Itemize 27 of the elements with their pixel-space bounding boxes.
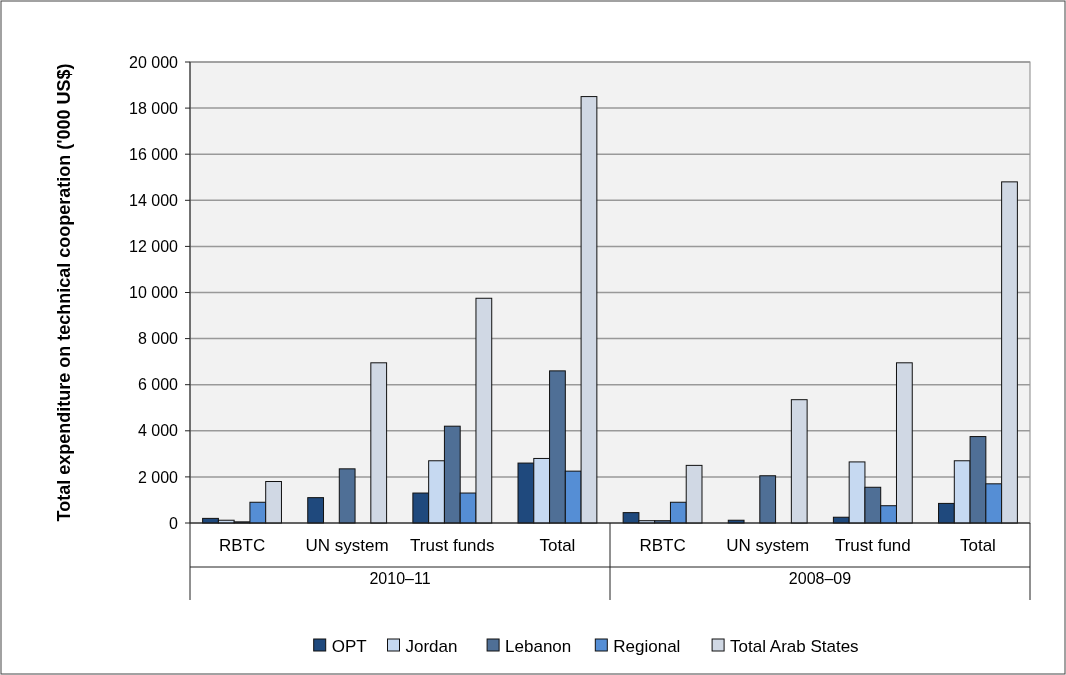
x-tick-label: Total xyxy=(539,536,576,555)
x-tick-label: RBTC xyxy=(639,536,686,555)
legend-label: Total Arab States xyxy=(730,636,859,656)
y-tick-label: 4 000 xyxy=(137,422,179,440)
y-tick-label: 6 000 xyxy=(137,376,179,394)
x-tick-label: Trust fund xyxy=(834,536,911,555)
y-tick-label: 20 000 xyxy=(129,53,179,71)
x-tick-label: Total xyxy=(960,536,996,555)
legend-label: Regional xyxy=(613,636,681,656)
x-tick-label: UN system xyxy=(726,536,810,555)
y-tick-label: 14 000 xyxy=(129,191,179,209)
y-tick-label: 16 000 xyxy=(129,145,179,163)
legend-label: OPT xyxy=(331,636,367,656)
text: 2010–11 xyxy=(369,570,431,587)
x-tick-label: Trust funds xyxy=(410,536,495,555)
legend-label: Jordan xyxy=(405,636,458,656)
legend-label: Lebanon xyxy=(505,636,572,656)
y-axis-title: Total expenditure on technical cooperation ('000 US$) xyxy=(54,63,74,522)
text: 2008–09 xyxy=(788,570,852,587)
y-tick-label: 0 xyxy=(169,514,179,532)
y-tick-label: 12 000 xyxy=(129,238,179,255)
y-tick-label: 2 000 xyxy=(137,468,179,486)
x-tick-label: UN system xyxy=(305,536,389,555)
y-tick-label: 10 000 xyxy=(129,284,179,302)
y-tick-label: 18 000 xyxy=(129,99,179,117)
y-tick-label: 8 000 xyxy=(137,330,179,348)
x-tick-label: RBTC xyxy=(218,536,266,555)
